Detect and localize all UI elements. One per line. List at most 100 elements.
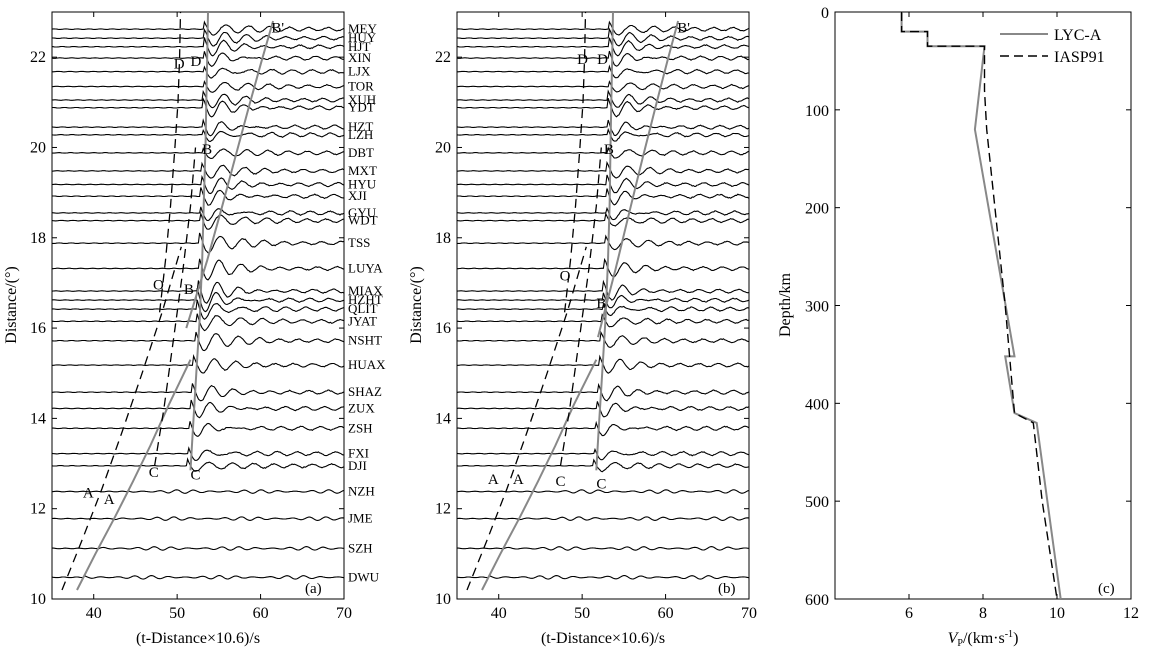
waveform-trace	[51, 37, 344, 57]
waveform-trace	[456, 119, 749, 137]
waveform-trace	[51, 51, 344, 68]
x-tick-label: 6	[905, 605, 913, 622]
waveform-trace	[456, 160, 749, 179]
waveform-trace	[51, 280, 344, 304]
waveform-trace	[51, 211, 344, 230]
panel-label-b: (b)	[718, 581, 736, 597]
branch-label: D	[597, 52, 608, 68]
branch-label: C	[149, 465, 159, 481]
axis-ticks-b: 40 50 60 70 10 12 14 16 18 20 22	[435, 12, 757, 622]
x-label-v: V	[948, 630, 960, 647]
waveform-trace	[456, 89, 749, 108]
waveform-trace	[52, 65, 344, 79]
station-name: LZH	[348, 127, 373, 142]
station-name: XIN	[348, 50, 372, 65]
branch-label: D	[577, 52, 588, 68]
y-tick-label: 14	[30, 410, 46, 427]
waveform-trace	[457, 146, 749, 159]
waveform-trace	[52, 187, 344, 206]
panel-label-a: (a)	[305, 581, 322, 597]
waveform-trace	[51, 20, 344, 36]
waveform-trace	[52, 258, 344, 281]
waveform-trace	[457, 64, 749, 79]
branch-labels-a: A A C C O B B D D B'	[83, 20, 285, 508]
velocity-profile-lyc-a	[900, 12, 1062, 600]
y-tick-label: 12	[30, 501, 46, 518]
y-tick-label: 10	[30, 591, 46, 608]
station-name: TOR	[348, 79, 374, 94]
branch-label: C	[190, 467, 200, 483]
x-tick-label: 70	[741, 605, 757, 622]
travel-time-branch-b-bp	[185, 20, 275, 329]
travel-time-branch-o-d	[158, 11, 182, 313]
x-tick-label: 70	[336, 605, 352, 622]
branch-label: A	[488, 472, 499, 488]
waveform-trace	[457, 98, 749, 118]
waveform-trace	[456, 174, 749, 194]
waveform-trace	[456, 458, 749, 473]
y-tick-label: 100	[805, 103, 829, 120]
x-label-sub: P	[957, 638, 963, 649]
station-name: NSHT	[348, 333, 382, 348]
waveform-trace	[51, 206, 344, 222]
waveform-trace	[52, 421, 344, 437]
waveform-trace	[51, 28, 344, 47]
waveform-trace	[456, 37, 749, 57]
y-tick-label: 22	[435, 49, 451, 66]
travel-time-curves-a	[61, 11, 275, 591]
panel-label-c: (c)	[1098, 581, 1115, 597]
branch-labels-b: A A C C O B B D D B'	[488, 20, 690, 492]
travel-time-branch-b-bp	[597, 20, 680, 338]
station-name: JME	[348, 511, 373, 526]
station-name: GYU	[348, 205, 377, 220]
waveform-trace	[52, 147, 344, 159]
x-tick-label: 60	[253, 605, 269, 622]
plot-frame-c	[834, 11, 1132, 600]
waveform-trace	[457, 546, 749, 551]
station-name: HZHT	[348, 292, 383, 307]
panel-c: 6 8 10 12 0 100 200 300 400 500 600 LYC-A IASP91 (…	[777, 5, 1139, 649]
waveform-trace	[456, 330, 749, 348]
x-tick-label: 60	[658, 605, 674, 622]
travel-time-branch-c-b	[559, 147, 602, 466]
y-tick-label: 20	[30, 139, 46, 156]
branch-label: D	[190, 54, 201, 70]
station-name: LJX	[348, 64, 371, 79]
station-name: MXT	[348, 163, 377, 178]
branch-label: B	[202, 142, 212, 158]
y-axis-label-a: Distance/(°)	[3, 266, 20, 343]
station-name: XUH	[348, 92, 376, 107]
branch-label: A	[104, 492, 115, 508]
waveform-trace	[51, 383, 344, 402]
waveform-trace	[52, 299, 344, 320]
x-axis-label-a: (t-Distance×10.6)/s	[136, 630, 260, 647]
y-tick-label: 16	[435, 320, 451, 337]
legend-label-lyc-a: LYC-A	[1054, 27, 1102, 44]
travel-time-branch-a	[61, 246, 182, 591]
station-name: QLIT	[348, 301, 378, 316]
branch-label: B	[184, 282, 194, 298]
y-tick-label: 12	[435, 501, 451, 518]
y-tick-label: 18	[435, 230, 451, 247]
station-name: ZUX	[348, 400, 375, 415]
plot-frame-a	[51, 11, 345, 600]
y-tick-label: 18	[30, 230, 46, 247]
legend-label-iasp91: IASP91	[1054, 49, 1105, 66]
station-name: WDT	[348, 213, 378, 228]
waveform-trace	[51, 79, 344, 93]
branch-label: O	[153, 278, 164, 294]
waveform-trace	[51, 516, 344, 521]
waveform-trace	[456, 401, 749, 418]
x-tick-label: 50	[169, 605, 185, 622]
travel-time-branch-c-d	[595, 11, 614, 471]
waveform-trace	[457, 420, 749, 437]
waveform-trace	[456, 279, 749, 301]
y-tick-label: 22	[30, 49, 46, 66]
waveform-trace	[51, 575, 344, 580]
waveform-trace	[456, 20, 749, 36]
station-name: JYAT	[348, 313, 377, 328]
travel-time-branch-o-d	[563, 11, 587, 313]
station-name: HZT	[348, 119, 373, 134]
